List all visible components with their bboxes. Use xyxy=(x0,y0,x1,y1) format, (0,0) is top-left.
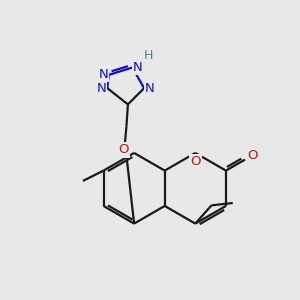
Text: O: O xyxy=(118,143,129,157)
Text: N: N xyxy=(99,68,108,81)
Text: O: O xyxy=(247,149,257,162)
Text: N: N xyxy=(145,82,155,95)
Text: N: N xyxy=(133,61,142,74)
Text: N: N xyxy=(97,82,106,95)
Text: H: H xyxy=(144,49,153,62)
Text: O: O xyxy=(190,155,201,168)
